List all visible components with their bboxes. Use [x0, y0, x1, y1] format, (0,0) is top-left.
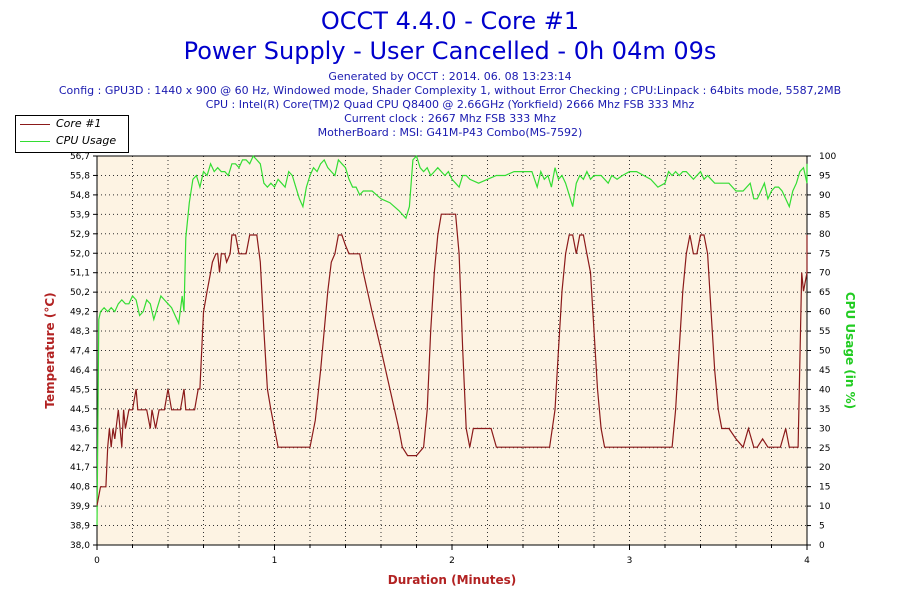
y-left-tick-label: 43,6 [70, 424, 90, 434]
y-left-tick-label: 48,3 [70, 327, 90, 337]
y-left-tick-label: 47,4 [70, 347, 90, 357]
y-right-tick-label: 0 [819, 541, 825, 551]
y-left-tick-label: 53,9 [70, 210, 90, 220]
y-left-tick-label: 42,7 [70, 444, 90, 454]
y-left-tick-label: 52,0 [70, 249, 90, 259]
x-tick-label: 0 [94, 556, 100, 566]
x-tick-label: 1 [272, 556, 278, 566]
y-right-tick-label: 65 [819, 288, 830, 298]
legend-label-cpu-usage: CPU Usage [56, 134, 117, 147]
y-left-tick-label: 52,9 [70, 230, 90, 240]
x-tick-label: 2 [449, 556, 455, 566]
y-right-tick-label: 80 [819, 230, 831, 240]
y-left-tick-label: 49,2 [70, 308, 90, 318]
y-right-tick-label: 45 [819, 366, 830, 376]
y-right-tick-label: 95 [819, 171, 830, 181]
y-right-tick-label: 15 [819, 483, 830, 493]
y-left-tick-label: 44,5 [70, 405, 90, 415]
y-right-tick-label: 10 [819, 502, 831, 512]
legend-label-core1: Core #1 [56, 117, 102, 130]
y-right-tick-label: 55 [819, 327, 830, 337]
y-left-tick-label: 46,4 [70, 366, 90, 376]
y-right-tick-label: 50 [819, 347, 831, 357]
y-left-tick-label: 55,8 [70, 171, 90, 181]
legend-item-cpu-usage: CPU Usage [16, 133, 128, 149]
y-right-axis-label: CPU Usage (in %) [843, 292, 857, 409]
y-right-tick-label: 100 [819, 152, 836, 162]
series-core1-line [96, 213, 808, 506]
info-config: Config : GPU3D : 1440 x 900 @ 60 Hz, Win… [58, 84, 842, 97]
y-left-tick-label: 40,8 [70, 483, 90, 493]
y-right-tick-label: 75 [819, 249, 830, 259]
y-left-axis-label: Temperature (°C) [43, 292, 57, 408]
chart-title: OCCT 4.4.0 - Core #1 [320, 7, 580, 35]
y-right-tick-label: 60 [819, 308, 831, 318]
y-right-tick-label: 20 [819, 463, 831, 473]
y-left-tick-label: 50,2 [70, 288, 90, 298]
y-left-tick-label: 56,7 [70, 152, 90, 162]
info-generated: Generated by OCCT : 2014. 06. 08 13:23:1… [328, 70, 572, 83]
y-right-tick-label: 5 [819, 522, 825, 532]
chart-legend: Core #1 CPU Usage [15, 115, 129, 153]
y-right-tick-label: 40 [819, 385, 831, 395]
info-cpu: CPU : Intel(R) Core(TM)2 Quad CPU Q8400 … [205, 98, 695, 111]
info-current-clock: Current clock : 2667 Mhz FSB 333 Mhz [344, 112, 556, 125]
y-left-tick-label: 38,9 [70, 522, 90, 532]
series-cpu-usage-line [96, 154, 808, 526]
y-right-tick-label: 90 [819, 191, 831, 201]
y-left-tick-label: 51,1 [70, 269, 90, 279]
y-left-tick-label: 39,9 [70, 502, 90, 512]
x-tick-label: 4 [804, 556, 810, 566]
legend-swatch-core1 [20, 124, 50, 125]
y-right-tick-label: 30 [819, 424, 831, 434]
y-right-tick-label: 25 [819, 444, 830, 454]
x-tick-label: 3 [627, 556, 633, 566]
x-axis-label: Duration (Minutes) [388, 573, 516, 587]
y-right-tick-label: 85 [819, 210, 830, 220]
y-left-tick-label: 54,8 [70, 191, 90, 201]
legend-item-core1: Core #1 [16, 116, 128, 132]
y-right-tick-label: 70 [819, 269, 831, 279]
y-right-tick-label: 35 [819, 405, 830, 415]
chart-subtitle: Power Supply - User Cancelled - 0h 04m 0… [183, 37, 717, 65]
legend-swatch-cpu-usage [20, 141, 50, 142]
y-left-tick-label: 45,5 [70, 385, 90, 395]
y-left-tick-label: 38,0 [70, 541, 90, 551]
info-motherboard: MotherBoard : MSI: G41M-P43 Combo(MS-759… [317, 126, 583, 139]
plot-frame [96, 155, 808, 546]
y-left-tick-label: 41,7 [70, 463, 90, 473]
